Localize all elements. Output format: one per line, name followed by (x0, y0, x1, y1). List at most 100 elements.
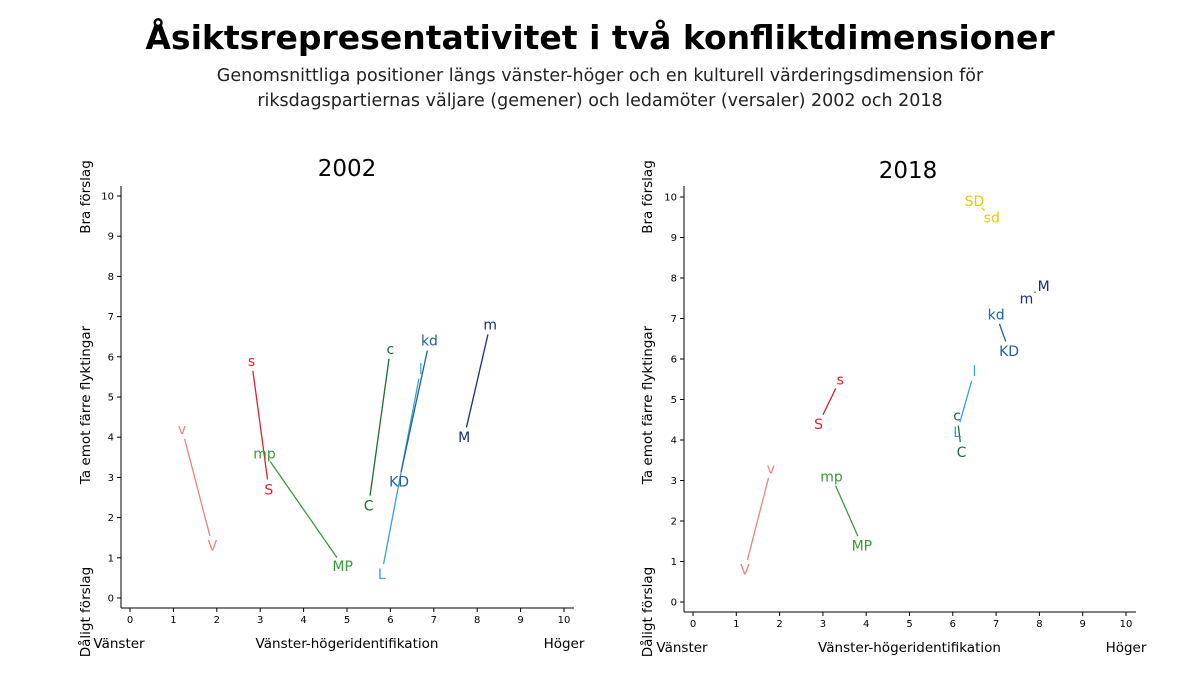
mp-point-label: M (1038, 279, 1050, 295)
mp-point-label: S (264, 482, 273, 498)
y-tick-label: 0 (671, 598, 677, 609)
y-tick-label: 3 (671, 476, 677, 487)
pair-line (1034, 291, 1036, 294)
y-tick-label: 1 (671, 557, 677, 568)
pair-line (369, 358, 390, 496)
y-tick-label: 9 (671, 233, 677, 244)
mp-point-label: KD (389, 474, 409, 490)
voter-point-label: m (483, 318, 497, 334)
y-tick-label: 2 (108, 513, 114, 524)
mp-point-label: SD (965, 194, 985, 210)
pair-line (822, 387, 837, 416)
x-tick-label: 5 (344, 615, 350, 626)
x-tick-label: 10 (1120, 619, 1133, 630)
x-tick-label: 6 (950, 619, 956, 630)
chart-2002: 2002 0 1 2 3 4 5 6 7 8 9 10 0 1 2 3 4 5 6 7 8 9 10 Vänster Vänst… (77, 156, 585, 657)
voter-point-label: s (248, 354, 255, 370)
x-tick-label: 4 (863, 619, 869, 630)
voter-point-label: c (387, 342, 395, 358)
pair-line (746, 477, 770, 561)
y-tick-label: 5 (671, 395, 677, 406)
subtitle-line-1: Genomsnittliga positioner längs vänster-… (216, 66, 984, 86)
pair-line (252, 370, 269, 480)
voter-point-label: v (178, 422, 186, 438)
y-tick-label: 8 (671, 274, 677, 285)
x-tick-label: 0 (690, 619, 696, 630)
voter-point-label: l (419, 362, 423, 378)
pair-line (834, 485, 859, 537)
pair-line (183, 438, 211, 537)
x-axis-label: Vänster-högeridentifikation (256, 636, 439, 652)
x-tick-label: 1 (733, 619, 739, 630)
pair-line (998, 323, 1007, 342)
voter-point-label: sd (984, 210, 1000, 226)
y-tick-label: 6 (671, 355, 677, 366)
chart-title: 2002 (318, 156, 377, 182)
x-tick-label: 2 (776, 619, 782, 630)
x-tick-label: 9 (517, 615, 523, 626)
mp-point-label: C (364, 499, 374, 515)
page-subtitle: Genomsnittliga positioner längs vänster-… (0, 64, 1200, 114)
x-tick-label: 5 (906, 619, 912, 630)
x-left-label: Vänster (93, 636, 145, 652)
plot-area: 2018 0 1 2 3 4 5 6 7 8 9 10 0 1 2 3 4 5 6 7 8 9 10 Vänster Vänst… (639, 158, 1147, 657)
mp-point-label: V (740, 563, 750, 579)
y-axis-label: Ta emot färre flyktingar (78, 325, 94, 485)
page-title: Åsiktsrepresentativitet i två konfliktdi… (145, 18, 1055, 57)
x-right-label: Höger (1106, 640, 1147, 656)
x-right-label: Höger (544, 636, 585, 652)
mp-point-label: KD (999, 344, 1019, 360)
chart-title: 2018 (879, 158, 938, 184)
mp-point-label: S (814, 417, 823, 433)
pair-line (981, 207, 985, 211)
voter-point-label: kd (988, 307, 1005, 323)
x-tick-label: 7 (993, 619, 999, 630)
x-axis-label: Vänster-högeridentifikation (818, 640, 1001, 656)
voter-point-label: s (837, 372, 844, 388)
voter-point-label: l (973, 364, 977, 380)
mp-point-label: C (957, 445, 967, 461)
y-tick-label: 2 (671, 517, 677, 528)
x-tick-label: 3 (257, 615, 263, 626)
y-tick-label: 6 (108, 352, 114, 363)
voter-point-label: mp (820, 469, 843, 485)
pair-line (269, 461, 338, 558)
plot-area: 2002 0 1 2 3 4 5 6 7 8 9 10 0 1 2 3 4 5 6 7 8 9 10 Vänster Vänst… (77, 156, 585, 657)
y-tick-label: 3 (108, 473, 114, 484)
x-tick-label: 7 (431, 615, 437, 626)
pair-line (400, 350, 428, 472)
y-bottom-label: Dåligt förslag (639, 567, 656, 658)
y-axis-label: Ta emot färre flyktingar (640, 325, 656, 485)
x-tick-label: 1 (170, 615, 176, 626)
x-tick-label: 8 (474, 615, 480, 626)
y-tick-label: 10 (664, 193, 677, 204)
voter-point-label: m (1020, 291, 1034, 307)
mp-point-label: V (208, 539, 218, 555)
y-tick-label: 4 (671, 436, 677, 447)
x-tick-label: 9 (1080, 619, 1086, 630)
x-left-label: Vänster (656, 640, 708, 656)
pair-line (957, 425, 961, 443)
y-tick-label: 4 (108, 433, 114, 444)
subtitle-line-2: riksdagspartiernas väljare (gemener) och… (257, 91, 943, 111)
pair-line (465, 334, 489, 428)
x-tick-label: 10 (558, 615, 571, 626)
voter-point-label: v (767, 461, 775, 477)
y-tick-label: 9 (108, 232, 114, 243)
y-tick-label: 0 (108, 594, 114, 605)
x-tick-label: 4 (300, 615, 306, 626)
mp-point-label: MP (332, 559, 353, 575)
mp-point-label: M (458, 430, 470, 446)
x-tick-label: 0 (127, 615, 133, 626)
y-tick-label: 10 (101, 192, 114, 203)
voter-point-label: mp (253, 446, 276, 462)
voter-point-label: c (953, 409, 961, 425)
y-tick-label: 7 (108, 312, 114, 323)
voter-point-label: kd (421, 334, 438, 350)
y-tick-label: 7 (671, 314, 677, 325)
y-tick-label: 1 (108, 553, 114, 564)
y-tick-label: 5 (108, 393, 114, 404)
chart-2018: 2018 0 1 2 3 4 5 6 7 8 9 10 0 1 2 3 4 5 6 7 8 9 10 Vänster Vänst… (639, 158, 1147, 657)
x-tick-label: 6 (387, 615, 393, 626)
y-top-label: Bra förslag (640, 160, 656, 234)
